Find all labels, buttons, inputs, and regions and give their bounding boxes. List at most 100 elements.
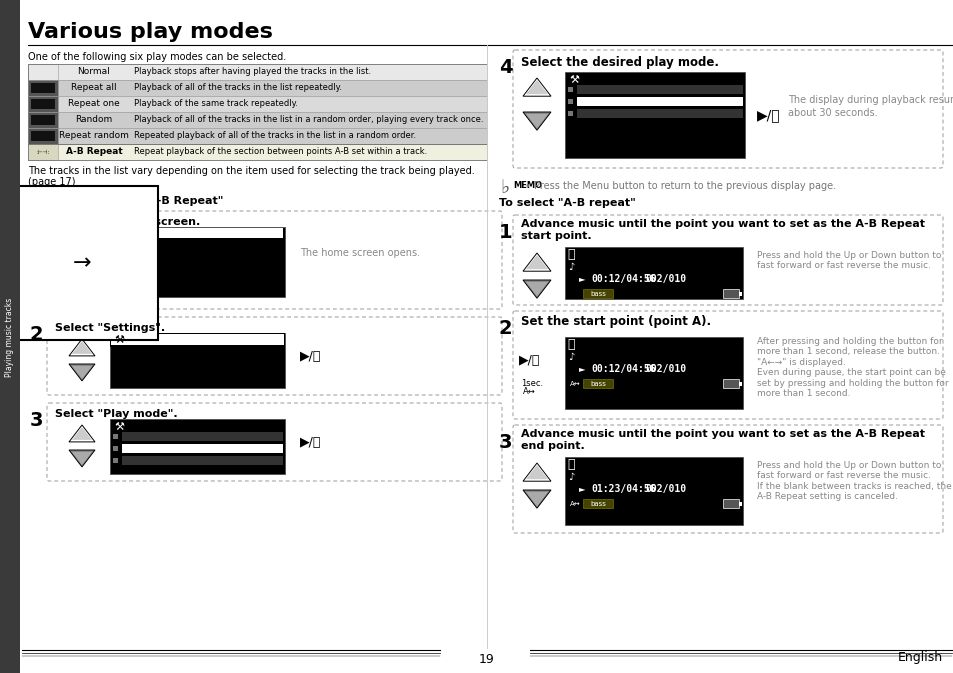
Bar bbox=[577, 97, 742, 106]
Text: Repeat random: Repeat random bbox=[59, 131, 129, 141]
Text: Select "Play mode".: Select "Play mode". bbox=[55, 409, 177, 419]
Polygon shape bbox=[525, 114, 547, 128]
Polygon shape bbox=[69, 425, 95, 442]
Polygon shape bbox=[525, 492, 547, 506]
Text: 2: 2 bbox=[498, 319, 512, 338]
Bar bbox=[110, 419, 285, 474]
Text: (page 17): (page 17) bbox=[28, 177, 75, 187]
Bar bbox=[28, 64, 486, 144]
Bar bbox=[577, 85, 742, 94]
Text: 002/010: 002/010 bbox=[644, 274, 685, 284]
Text: Press and hold the Up or Down button to
fast forward or fast reverse the music.
: Press and hold the Up or Down button to … bbox=[757, 461, 951, 501]
Bar bbox=[567, 87, 573, 92]
Text: ▶/⏸: ▶/⏸ bbox=[518, 355, 539, 367]
Polygon shape bbox=[522, 78, 551, 96]
Text: Advance music until the point you want to set as the A-B Repeat
end point.: Advance music until the point you want t… bbox=[520, 429, 924, 451]
Text: MEMO: MEMO bbox=[513, 181, 541, 190]
Text: ►: ► bbox=[578, 275, 585, 283]
Bar bbox=[739, 292, 741, 296]
Text: 1: 1 bbox=[498, 223, 512, 242]
Bar bbox=[28, 128, 486, 144]
Text: :⊢⊣:: :⊢⊣: bbox=[36, 149, 50, 155]
Bar bbox=[582, 289, 613, 298]
Bar bbox=[30, 83, 55, 93]
Text: ►: ► bbox=[578, 365, 585, 374]
Polygon shape bbox=[522, 253, 551, 271]
Bar bbox=[28, 144, 486, 160]
Text: ⛯: ⛯ bbox=[567, 458, 574, 470]
Bar bbox=[112, 446, 118, 451]
Text: 01:23/04:56: 01:23/04:56 bbox=[590, 484, 655, 494]
Bar bbox=[128, 228, 283, 238]
Polygon shape bbox=[522, 112, 551, 130]
Bar bbox=[582, 499, 613, 508]
Bar bbox=[111, 334, 284, 345]
Bar bbox=[122, 456, 283, 465]
Text: Advance music until the point you want to set as the A-B Repeat
start point.: Advance music until the point you want t… bbox=[520, 219, 924, 241]
Text: ♫: ♫ bbox=[116, 277, 124, 286]
Text: ♭: ♭ bbox=[499, 178, 509, 197]
Polygon shape bbox=[71, 427, 91, 440]
Bar bbox=[0, 0, 20, 673]
Polygon shape bbox=[69, 364, 95, 381]
Bar bbox=[112, 434, 118, 439]
Text: A-B Repeat: A-B Repeat bbox=[66, 147, 122, 157]
Text: Various play modes: Various play modes bbox=[28, 22, 273, 42]
Text: • Press the Menu button to return to the previous display page.: • Press the Menu button to return to the… bbox=[524, 181, 835, 191]
Polygon shape bbox=[69, 339, 95, 356]
Text: bass: bass bbox=[590, 501, 605, 507]
Text: 1sec.: 1sec. bbox=[520, 379, 542, 388]
Text: 3: 3 bbox=[498, 433, 512, 452]
Text: A↔: A↔ bbox=[569, 381, 580, 387]
Text: 002/010: 002/010 bbox=[644, 484, 685, 494]
Bar bbox=[122, 432, 283, 441]
Text: Open the home screen.: Open the home screen. bbox=[55, 217, 200, 227]
Text: Playing music tracks: Playing music tracks bbox=[6, 297, 14, 377]
Bar bbox=[564, 72, 744, 158]
Text: The home screen opens.: The home screen opens. bbox=[299, 248, 419, 258]
Text: Select the desired play mode.: Select the desired play mode. bbox=[520, 56, 719, 69]
Text: Playback stops after having played the tracks in the list.: Playback stops after having played the t… bbox=[133, 67, 371, 77]
Bar bbox=[577, 109, 742, 118]
Polygon shape bbox=[71, 452, 91, 465]
Bar bbox=[28, 144, 486, 160]
Polygon shape bbox=[522, 490, 551, 508]
Text: Press and hold the Up or Down button to
fast forward or fast reverse the music.: Press and hold the Up or Down button to … bbox=[757, 251, 941, 271]
Text: Repeat all: Repeat all bbox=[71, 83, 116, 92]
Text: Normal: Normal bbox=[77, 67, 111, 77]
Text: ⚒: ⚒ bbox=[113, 422, 124, 432]
Bar bbox=[564, 457, 742, 525]
Polygon shape bbox=[71, 341, 91, 354]
Bar bbox=[110, 227, 285, 297]
Text: 1: 1 bbox=[30, 219, 44, 238]
Text: A↔: A↔ bbox=[522, 387, 536, 396]
Text: The tracks in the list vary depending on the item used for selecting the track b: The tracks in the list vary depending on… bbox=[28, 166, 475, 176]
Text: A↔: A↔ bbox=[569, 501, 580, 507]
Text: 4: 4 bbox=[498, 58, 512, 77]
Text: ⚒: ⚒ bbox=[568, 75, 578, 85]
Text: ♪: ♪ bbox=[567, 472, 574, 482]
Text: ▶/⏸: ▶/⏸ bbox=[757, 108, 780, 122]
Bar bbox=[582, 379, 613, 388]
Bar bbox=[567, 111, 573, 116]
Text: ▶/⏸: ▶/⏸ bbox=[299, 349, 321, 363]
Text: ▶/⏸: ▶/⏸ bbox=[299, 435, 321, 448]
Bar bbox=[722, 289, 739, 298]
Text: 00:12/04:56: 00:12/04:56 bbox=[590, 364, 655, 374]
Bar bbox=[28, 112, 58, 128]
Bar bbox=[567, 99, 573, 104]
Text: Playback of all of the tracks in the list in a random order, playing every track: Playback of all of the tracks in the lis… bbox=[133, 116, 483, 125]
Polygon shape bbox=[525, 80, 547, 94]
Polygon shape bbox=[525, 255, 547, 269]
Bar bbox=[112, 458, 118, 463]
Bar bbox=[564, 247, 742, 299]
Polygon shape bbox=[71, 366, 91, 379]
Text: ⛯: ⛯ bbox=[567, 248, 574, 260]
Polygon shape bbox=[522, 280, 551, 298]
Text: Modes other than "A-B Repeat": Modes other than "A-B Repeat" bbox=[28, 196, 223, 206]
Bar bbox=[722, 379, 739, 388]
Polygon shape bbox=[69, 450, 95, 467]
Bar bbox=[28, 128, 58, 144]
Text: ○: ○ bbox=[116, 249, 124, 258]
Bar bbox=[564, 337, 742, 409]
